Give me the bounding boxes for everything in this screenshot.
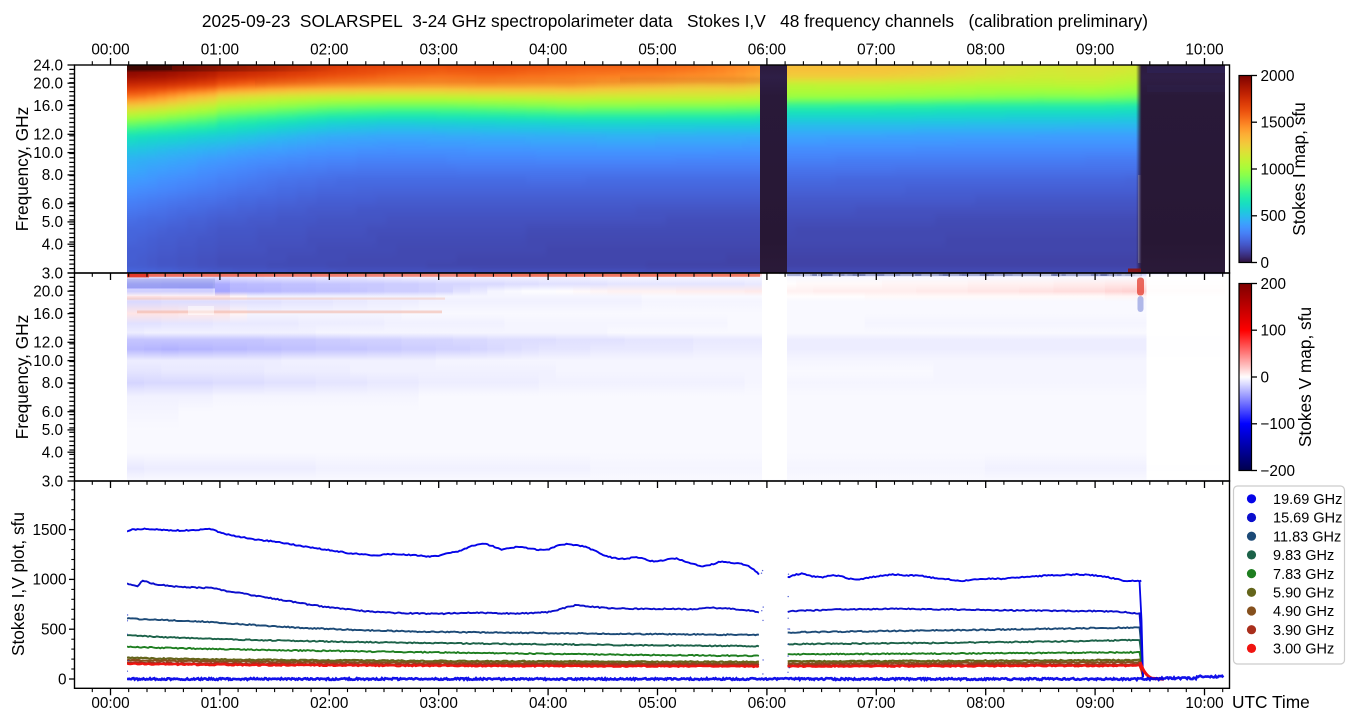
svg-text:08:00: 08:00 bbox=[967, 42, 1005, 59]
svg-text:2025-09-23 SOLARSPEL 3-24 GH: 2025-09-23 SOLARSPEL 3-24 GHz spectropol… bbox=[202, 11, 1148, 31]
svg-text:Frequency, GHz: Frequency, GHz bbox=[12, 107, 32, 232]
svg-text:0: 0 bbox=[1261, 369, 1270, 386]
svg-text:3.00 GHz: 3.00 GHz bbox=[1273, 642, 1334, 658]
svg-text:20.0: 20.0 bbox=[33, 284, 63, 301]
svg-text:8.0: 8.0 bbox=[42, 375, 63, 392]
svg-text:07:00: 07:00 bbox=[857, 695, 895, 712]
svg-text:0: 0 bbox=[58, 671, 67, 688]
svg-text:05:00: 05:00 bbox=[638, 42, 676, 59]
svg-text:12.0: 12.0 bbox=[33, 127, 63, 144]
svg-text:6.0: 6.0 bbox=[42, 404, 63, 421]
svg-text:100: 100 bbox=[1261, 323, 1287, 340]
svg-text:02:00: 02:00 bbox=[310, 42, 348, 59]
svg-text:2000: 2000 bbox=[1261, 68, 1295, 85]
svg-text:03:00: 03:00 bbox=[420, 695, 458, 712]
svg-text:24.0: 24.0 bbox=[33, 57, 63, 74]
svg-text:01:00: 01:00 bbox=[201, 42, 239, 59]
svg-text:11.83 GHz: 11.83 GHz bbox=[1273, 529, 1341, 545]
svg-text:08:00: 08:00 bbox=[967, 695, 1005, 712]
svg-text:19.69 GHz: 19.69 GHz bbox=[1273, 492, 1342, 508]
svg-text:10.0: 10.0 bbox=[33, 353, 63, 370]
svg-text:4.90 GHz: 4.90 GHz bbox=[1273, 604, 1334, 620]
svg-text:00:00: 00:00 bbox=[91, 695, 129, 712]
svg-text:09:00: 09:00 bbox=[1076, 42, 1114, 59]
svg-text:4.0: 4.0 bbox=[42, 237, 63, 254]
svg-text:Stokes I,V plot, sfu: Stokes I,V plot, sfu bbox=[8, 512, 28, 656]
svg-text:06:00: 06:00 bbox=[748, 695, 786, 712]
svg-text:Stokes V map, sfu: Stokes V map, sfu bbox=[1295, 307, 1315, 447]
svg-text:4.0: 4.0 bbox=[42, 445, 63, 462]
svg-text:1500: 1500 bbox=[32, 522, 66, 539]
svg-text:8.0: 8.0 bbox=[42, 167, 63, 184]
svg-text:01:00: 01:00 bbox=[201, 695, 239, 712]
svg-text:3.0: 3.0 bbox=[42, 473, 63, 490]
svg-text:200: 200 bbox=[1261, 276, 1287, 293]
svg-text:0: 0 bbox=[1261, 255, 1270, 272]
svg-text:05:00: 05:00 bbox=[638, 695, 676, 712]
svg-text:7.83 GHz: 7.83 GHz bbox=[1273, 567, 1334, 583]
svg-text:−200: −200 bbox=[1261, 463, 1295, 480]
svg-text:Stokes I map, sfu: Stokes I map, sfu bbox=[1289, 102, 1309, 236]
svg-text:16.0: 16.0 bbox=[33, 98, 63, 115]
svg-text:00:00: 00:00 bbox=[91, 42, 129, 59]
svg-text:10:00: 10:00 bbox=[1185, 695, 1223, 712]
svg-text:500: 500 bbox=[1261, 208, 1287, 225]
svg-text:5.0: 5.0 bbox=[42, 214, 63, 231]
svg-text:5.0: 5.0 bbox=[42, 422, 63, 439]
svg-text:5.90 GHz: 5.90 GHz bbox=[1273, 586, 1334, 602]
svg-text:20.0: 20.0 bbox=[33, 76, 63, 93]
svg-text:−100: −100 bbox=[1261, 416, 1295, 433]
svg-text:Frequency, GHz: Frequency, GHz bbox=[12, 315, 32, 440]
svg-text:07:00: 07:00 bbox=[857, 42, 895, 59]
svg-text:16.0: 16.0 bbox=[33, 306, 63, 323]
svg-text:10:00: 10:00 bbox=[1185, 42, 1223, 59]
svg-text:06:00: 06:00 bbox=[748, 42, 786, 59]
svg-text:10.0: 10.0 bbox=[33, 145, 63, 162]
svg-text:12.0: 12.0 bbox=[33, 335, 63, 352]
svg-text:500: 500 bbox=[41, 622, 67, 639]
svg-text:6.0: 6.0 bbox=[42, 196, 63, 213]
svg-text:09:00: 09:00 bbox=[1076, 695, 1114, 712]
svg-text:3.90 GHz: 3.90 GHz bbox=[1273, 623, 1334, 639]
svg-text:9.83 GHz: 9.83 GHz bbox=[1273, 548, 1334, 564]
svg-text:04:00: 04:00 bbox=[529, 695, 567, 712]
svg-text:3.0: 3.0 bbox=[42, 265, 63, 282]
svg-text:15.69 GHz: 15.69 GHz bbox=[1273, 511, 1342, 527]
svg-text:1000: 1000 bbox=[32, 572, 66, 589]
svg-text:04:00: 04:00 bbox=[529, 42, 567, 59]
svg-text:UTC Time: UTC Time bbox=[1232, 692, 1310, 712]
svg-text:1500: 1500 bbox=[1261, 115, 1295, 132]
svg-text:02:00: 02:00 bbox=[310, 695, 348, 712]
svg-text:03:00: 03:00 bbox=[420, 42, 458, 59]
svg-text:1000: 1000 bbox=[1261, 161, 1295, 178]
